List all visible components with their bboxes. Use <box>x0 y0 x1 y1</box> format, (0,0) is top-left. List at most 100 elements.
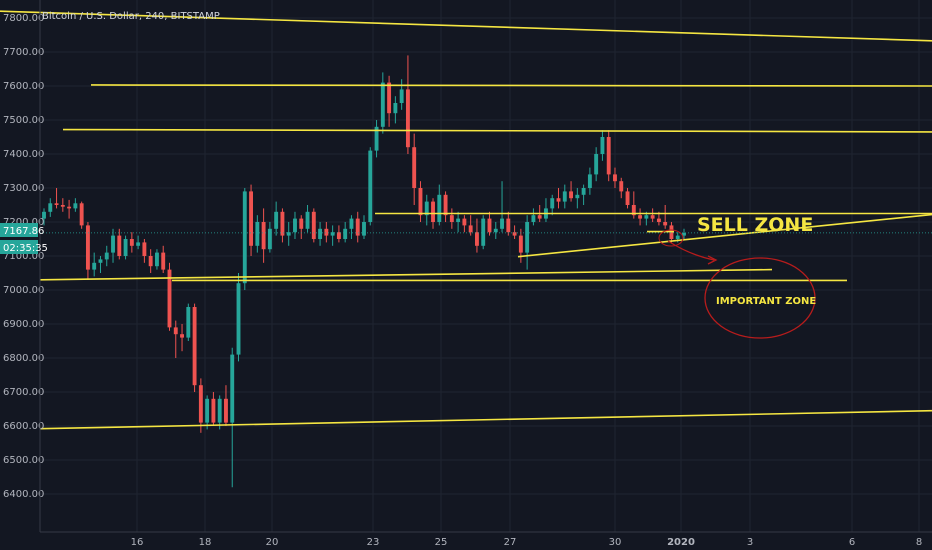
y-tick-label: 6500.00 <box>3 455 44 466</box>
candle-body <box>136 242 141 246</box>
y-tick-label: 7800.00 <box>3 13 44 24</box>
y-tick-label: 7500.00 <box>3 115 44 126</box>
candle-body <box>274 211 279 229</box>
svg-text:7167.86: 7167.86 <box>3 226 44 237</box>
candle-body <box>374 126 379 151</box>
candle-body <box>73 203 78 209</box>
candle-body <box>142 242 147 256</box>
candle-body <box>192 307 197 386</box>
candle-body <box>443 194 448 216</box>
candle-body <box>267 228 272 250</box>
sell-zone-label: SELL ZONE <box>697 214 813 236</box>
y-tick-label: 7700.00 <box>3 47 44 58</box>
candle-body <box>111 235 115 253</box>
candle-body <box>682 232 686 236</box>
candle-body <box>280 211 285 236</box>
candle-body <box>368 150 373 222</box>
y-tick-label: 6700.00 <box>3 387 44 398</box>
candle-body <box>129 239 134 246</box>
candle-body <box>663 222 668 226</box>
candle-body <box>343 228 348 239</box>
candle-body <box>117 235 122 256</box>
y-tick-label: 7200.00 <box>3 217 44 228</box>
candle-body <box>60 205 65 207</box>
candle-body <box>355 218 360 236</box>
svg-text:02:35:35: 02:35:35 <box>3 243 48 254</box>
candle-body <box>387 82 392 114</box>
y-tick-label: 7000.00 <box>3 285 44 296</box>
candle-body <box>506 218 511 233</box>
candle-body <box>299 218 304 229</box>
y-tick-label: 6400.00 <box>3 489 44 500</box>
chart-title: Bitcoin / U.S. Dollar, 240, BITSTAMP <box>42 11 220 22</box>
trend-line <box>62 128 932 133</box>
y-tick-label: 7600.00 <box>3 81 44 92</box>
candle-body <box>468 225 473 233</box>
candle-body <box>412 147 417 188</box>
candle-body <box>104 252 109 260</box>
candle-body <box>512 232 517 236</box>
candle-body <box>531 215 536 222</box>
candle-body <box>537 215 542 219</box>
candle-body <box>569 191 574 199</box>
y-tick-label: 7300.00 <box>3 183 44 194</box>
x-tick-label: 16 <box>131 537 144 548</box>
candle-body <box>230 354 235 423</box>
candle-body <box>79 203 84 226</box>
y-tick-label: 6900.00 <box>3 319 44 330</box>
candle-body <box>556 198 561 202</box>
x-tick-label: 25 <box>435 537 448 548</box>
candle-body <box>550 198 555 209</box>
x-tick-label: 2020 <box>667 537 695 548</box>
candle-body <box>98 259 103 263</box>
y-tick-label: 6800.00 <box>3 353 44 364</box>
candle-body <box>405 89 410 148</box>
candle-body <box>42 211 46 219</box>
candle-body <box>575 194 580 199</box>
arrow-annotation <box>667 240 715 261</box>
candle-body <box>431 201 435 222</box>
candle-body <box>249 191 254 246</box>
trend-lines <box>0 10 932 430</box>
y-tick-label: 7100.00 <box>3 251 44 262</box>
candle-body <box>311 211 316 239</box>
x-tick-label: 23 <box>367 537 380 548</box>
candle-body <box>336 232 341 239</box>
candle-body <box>330 232 335 236</box>
candle-body <box>305 211 310 229</box>
small-red-circle <box>658 229 684 247</box>
candle-body <box>186 307 191 338</box>
x-tick-label: 6 <box>849 537 855 548</box>
candle-body <box>625 191 630 205</box>
x-tick-label: 3 <box>747 537 753 548</box>
candles <box>42 55 686 488</box>
candle-body <box>562 191 567 202</box>
grid <box>40 0 932 532</box>
candle-body <box>631 205 636 216</box>
candle-body <box>656 218 661 222</box>
candle-body <box>224 398 228 423</box>
x-axis: 16 18 20 23 25 27 30 2020 3 6 8 <box>40 531 932 548</box>
candle-body <box>261 222 266 250</box>
candle-body <box>675 235 680 239</box>
candle-body <box>525 222 530 253</box>
candle-body <box>173 327 178 335</box>
candle-body <box>318 228 323 239</box>
candle-body <box>474 232 479 246</box>
candle-body <box>462 218 467 226</box>
candle-body <box>54 203 59 205</box>
candle-body <box>362 222 366 236</box>
candle-body <box>380 82 385 127</box>
candle-body <box>581 188 586 195</box>
candle-body <box>180 334 184 338</box>
price-badge: 7167.86 <box>0 223 44 237</box>
candle-body <box>393 103 398 114</box>
y-axis: 7800.00 7700.00 7600.00 7500.00 7400.00 7300.… <box>3 0 44 532</box>
candle-body <box>154 252 159 267</box>
candle-body <box>236 283 241 355</box>
x-tick-label: 27 <box>504 537 517 548</box>
candle-body <box>613 174 617 182</box>
candle-body <box>487 218 492 233</box>
candle-body <box>205 398 210 423</box>
